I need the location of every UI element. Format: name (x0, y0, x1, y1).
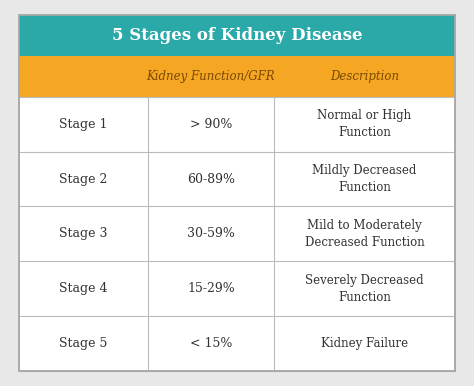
Text: Description: Description (330, 70, 399, 83)
Text: Severely Decreased
Function: Severely Decreased Function (305, 274, 424, 303)
Bar (19, 56, 455, 97)
Text: Normal or High
Function: Normal or High Function (318, 110, 411, 139)
Text: 60-89%: 60-89% (187, 173, 235, 186)
Text: Stage 2: Stage 2 (59, 173, 108, 186)
Bar (19, 15, 455, 56)
Text: Stage 4: Stage 4 (59, 282, 108, 295)
FancyBboxPatch shape (19, 15, 455, 371)
Text: Stage 1: Stage 1 (59, 118, 108, 131)
Text: Mild to Moderately
Decreased Function: Mild to Moderately Decreased Function (305, 219, 424, 249)
Text: 5 Stages of Kidney Disease: 5 Stages of Kidney Disease (112, 27, 362, 44)
Text: Kidney Failure: Kidney Failure (321, 337, 408, 350)
Text: Stage 5: Stage 5 (59, 337, 108, 350)
Text: < 15%: < 15% (190, 337, 232, 350)
Text: Mildly Decreased
Function: Mildly Decreased Function (312, 164, 417, 194)
Text: 15-29%: 15-29% (187, 282, 235, 295)
Text: 30-59%: 30-59% (187, 227, 235, 240)
Text: > 90%: > 90% (190, 118, 232, 131)
Text: Stage 3: Stage 3 (59, 227, 108, 240)
Text: Kidney Function/GFR: Kidney Function/GFR (146, 70, 275, 83)
